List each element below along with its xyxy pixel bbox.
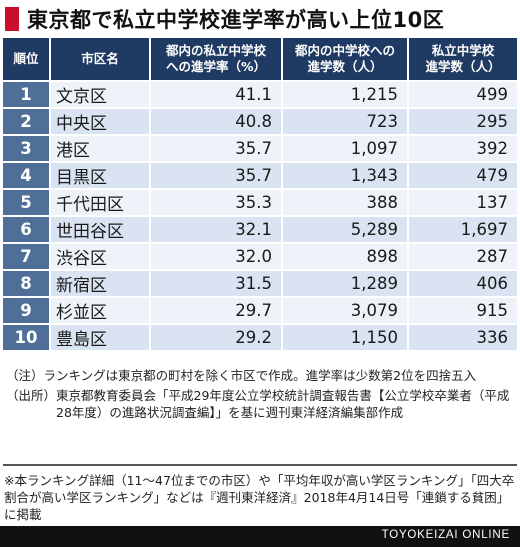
table-row: 6 世田谷区 32.1 5,289 1,697 [3, 217, 517, 244]
table-header-row: 順位 市区名 都内の私立中学校 への進学率（%） 都内の中学校への 進学数（人）… [3, 38, 517, 82]
row-private-count: 406 [409, 271, 517, 298]
row-count: 1,215 [283, 82, 409, 109]
row-ward-name: 文京区 [51, 82, 151, 109]
title-accent-mark [5, 7, 19, 31]
row-count: 5,289 [283, 217, 409, 244]
header-rate-line2: への進学率（%） [165, 59, 267, 74]
row-private-count: 336 [409, 325, 517, 352]
row-ward-name: 杉並区 [51, 298, 151, 325]
row-rank: 4 [3, 163, 51, 190]
row-private-count: 499 [409, 82, 517, 109]
row-rate: 41.1 [151, 82, 283, 109]
table-row: 10 豊島区 29.2 1,150 336 [3, 325, 517, 352]
row-count: 898 [283, 244, 409, 271]
row-ward-name: 千代田区 [51, 190, 151, 217]
row-rank: 1 [3, 82, 51, 109]
source-line: （出所） 東京都教育委員会「平成29年度公立学校統計調査報告書【公立学校卒業者（… [6, 387, 514, 421]
table-row: 1 文京区 41.1 1,215 499 [3, 82, 517, 109]
row-rank: 5 [3, 190, 51, 217]
row-ward-name: 港区 [51, 136, 151, 163]
row-rate: 31.5 [151, 271, 283, 298]
footer-note: ※本ランキング詳細（11〜47位までの市区）や「平均年収が高い学区ランキング」「… [4, 473, 515, 522]
row-private-count: 1,697 [409, 217, 517, 244]
header-private: 私立中学校 進学数（人） [409, 38, 517, 82]
row-private-count: 479 [409, 163, 517, 190]
row-rank: 7 [3, 244, 51, 271]
note-text: ランキングは東京都の町村を除く市区で作成。進学率は少数第2位を四捨五入 [43, 368, 477, 383]
row-count: 3,079 [283, 298, 409, 325]
header-count-line2: 進学数（人） [307, 59, 383, 74]
header-count-line1: 都内の中学校への [294, 43, 395, 58]
table-row: 2 中央区 40.8 723 295 [3, 109, 517, 136]
notes-section: （注） ランキングは東京都の町村を除く市区で作成。進学率は少数第2位を四捨五入 … [6, 367, 514, 424]
table-row: 8 新宿区 31.5 1,289 406 [3, 271, 517, 298]
row-rank: 10 [3, 325, 51, 352]
header-private-line2: 進学数（人） [425, 59, 501, 74]
title-row: 東京都で私立中学校進学率が高い上位10区 [0, 0, 520, 38]
header-count: 都内の中学校への 進学数（人） [283, 38, 409, 82]
table-row: 9 杉並区 29.7 3,079 915 [3, 298, 517, 325]
row-private-count: 137 [409, 190, 517, 217]
row-rate: 32.0 [151, 244, 283, 271]
note-line: （注） ランキングは東京都の町村を除く市区で作成。進学率は少数第2位を四捨五入 [6, 367, 514, 384]
row-rate: 29.2 [151, 325, 283, 352]
row-count: 1,343 [283, 163, 409, 190]
table-row: 7 渋谷区 32.0 898 287 [3, 244, 517, 271]
row-count: 1,097 [283, 136, 409, 163]
row-rank: 9 [3, 298, 51, 325]
row-private-count: 287 [409, 244, 517, 271]
row-private-count: 295 [409, 109, 517, 136]
row-count: 1,289 [283, 271, 409, 298]
row-ward-name: 目黒区 [51, 163, 151, 190]
row-rank: 2 [3, 109, 51, 136]
source-text: 東京都教育委員会「平成29年度公立学校統計調査報告書【公立学校卒業者（平成28年… [56, 388, 510, 420]
row-ward-name: 渋谷区 [51, 244, 151, 271]
row-ward-name: 世田谷区 [51, 217, 151, 244]
row-rank: 3 [3, 136, 51, 163]
brand-bar: TOYOKEIZAI ONLINE [0, 526, 520, 547]
section-divider [3, 464, 517, 466]
row-ward-name: 豊島区 [51, 325, 151, 352]
row-ward-name: 新宿区 [51, 271, 151, 298]
header-name: 市区名 [51, 38, 151, 82]
row-rate: 32.1 [151, 217, 283, 244]
source-tag: （出所） [6, 388, 57, 403]
row-count: 1,150 [283, 325, 409, 352]
note-tag: （注） [6, 368, 44, 383]
row-count: 388 [283, 190, 409, 217]
row-ward-name: 中央区 [51, 109, 151, 136]
row-count: 723 [283, 109, 409, 136]
row-rate: 40.8 [151, 109, 283, 136]
brand-label: TOYOKEIZAI ONLINE [381, 529, 510, 541]
table-row: 3 港区 35.7 1,097 392 [3, 136, 517, 163]
row-rate: 35.7 [151, 163, 283, 190]
header-rank: 順位 [3, 38, 51, 82]
row-rate: 35.3 [151, 190, 283, 217]
table-row: 4 目黒区 35.7 1,343 479 [3, 163, 517, 190]
header-private-line1: 私立中学校 [431, 43, 495, 58]
row-rank: 6 [3, 217, 51, 244]
row-private-count: 392 [409, 136, 517, 163]
row-private-count: 915 [409, 298, 517, 325]
table-row: 5 千代田区 35.3 388 137 [3, 190, 517, 217]
row-rank: 8 [3, 271, 51, 298]
row-rate: 29.7 [151, 298, 283, 325]
header-rate-line1: 都内の私立中学校 [165, 43, 266, 58]
row-rate: 35.7 [151, 136, 283, 163]
header-rate: 都内の私立中学校 への進学率（%） [151, 38, 283, 82]
page-title: 東京都で私立中学校進学率が高い上位10区 [27, 8, 445, 32]
ranking-table: 順位 市区名 都内の私立中学校 への進学率（%） 都内の中学校への 進学数（人）… [3, 38, 517, 352]
